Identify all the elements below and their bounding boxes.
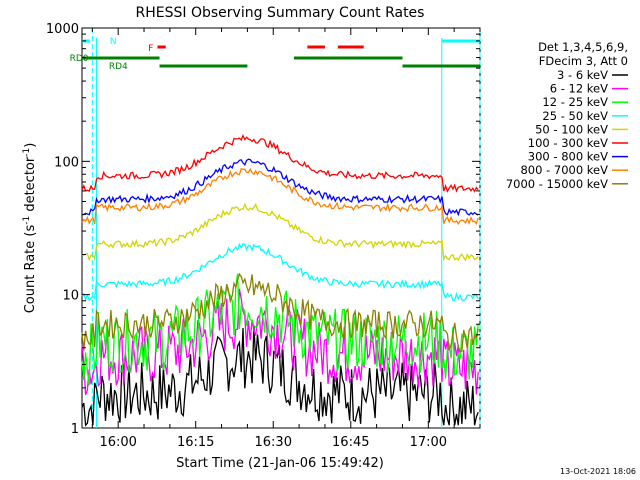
series-line-8: [81, 272, 479, 353]
series-line-2: [81, 273, 479, 386]
series-line-7: [81, 167, 479, 226]
series-line-6: [81, 158, 479, 217]
x-axis: 16:00 16:15 16:30 16:45 17:00: [91, 28, 481, 450]
legend-header-line-1: Det 1,3,4,5,6,9,: [538, 40, 628, 54]
y-tick-label-0: 1: [71, 422, 79, 437]
series-line-4: [81, 202, 479, 262]
y-tick-label-1: 10: [62, 289, 79, 304]
series-line-5: [81, 133, 479, 193]
legend-label-2: 12 - 25 keV: [542, 95, 608, 109]
legend-label-3: 25 - 50 keV: [542, 109, 608, 123]
legend-label-7: 800 - 7000 keV: [520, 163, 608, 177]
x-tick-label-4: 17:00: [410, 435, 447, 450]
y-axis: 1 10 100 1000: [46, 22, 480, 437]
x-axis-label: Start Time (21-Jan-06 15:49:42): [176, 456, 384, 471]
legend-label-4: 50 - 100 keV: [535, 122, 608, 136]
flag-label-1: F: [148, 44, 153, 54]
legend-header-line-2: FDecim 3, Att 0: [539, 54, 628, 68]
y-tick-label-2: 100: [54, 155, 79, 170]
legend-label-6: 300 - 800 keV: [528, 150, 608, 164]
flag-label-3: RD4: [109, 62, 128, 72]
flag-label-2: RD0: [70, 54, 89, 64]
state-flag-bars: N F RD0 RD4: [70, 37, 480, 72]
legend: Det 1,3,4,5,6,9, FDecim 3, Att 0 3 - 6 k…: [506, 40, 628, 191]
series-line-3: [81, 242, 479, 302]
y-axis-label: Count Rate (s-1 detector-1): [22, 143, 38, 314]
legend-label-1: 6 - 12 keV: [550, 82, 608, 96]
x-tick-label-1: 16:15: [177, 435, 214, 450]
x-tick-label-3: 16:45: [332, 435, 369, 450]
chart-title: RHESSI Observing Summary Count Rates: [136, 5, 425, 21]
x-tick-label-2: 16:30: [255, 435, 292, 450]
timestamp: 13-Oct-2021 18:06: [560, 467, 636, 476]
y-tick-label-3: 1000: [46, 22, 79, 37]
series-line-0: [81, 326, 479, 427]
flag-label-0: N: [110, 37, 117, 47]
x-tick-label-0: 16:00: [99, 435, 136, 450]
legend-label-8: 7000 - 15000 keV: [506, 177, 608, 191]
legend-label-5: 100 - 300 keV: [528, 136, 608, 150]
series-traces: [81, 28, 481, 428]
legend-label-0: 3 - 6 keV: [557, 68, 608, 82]
